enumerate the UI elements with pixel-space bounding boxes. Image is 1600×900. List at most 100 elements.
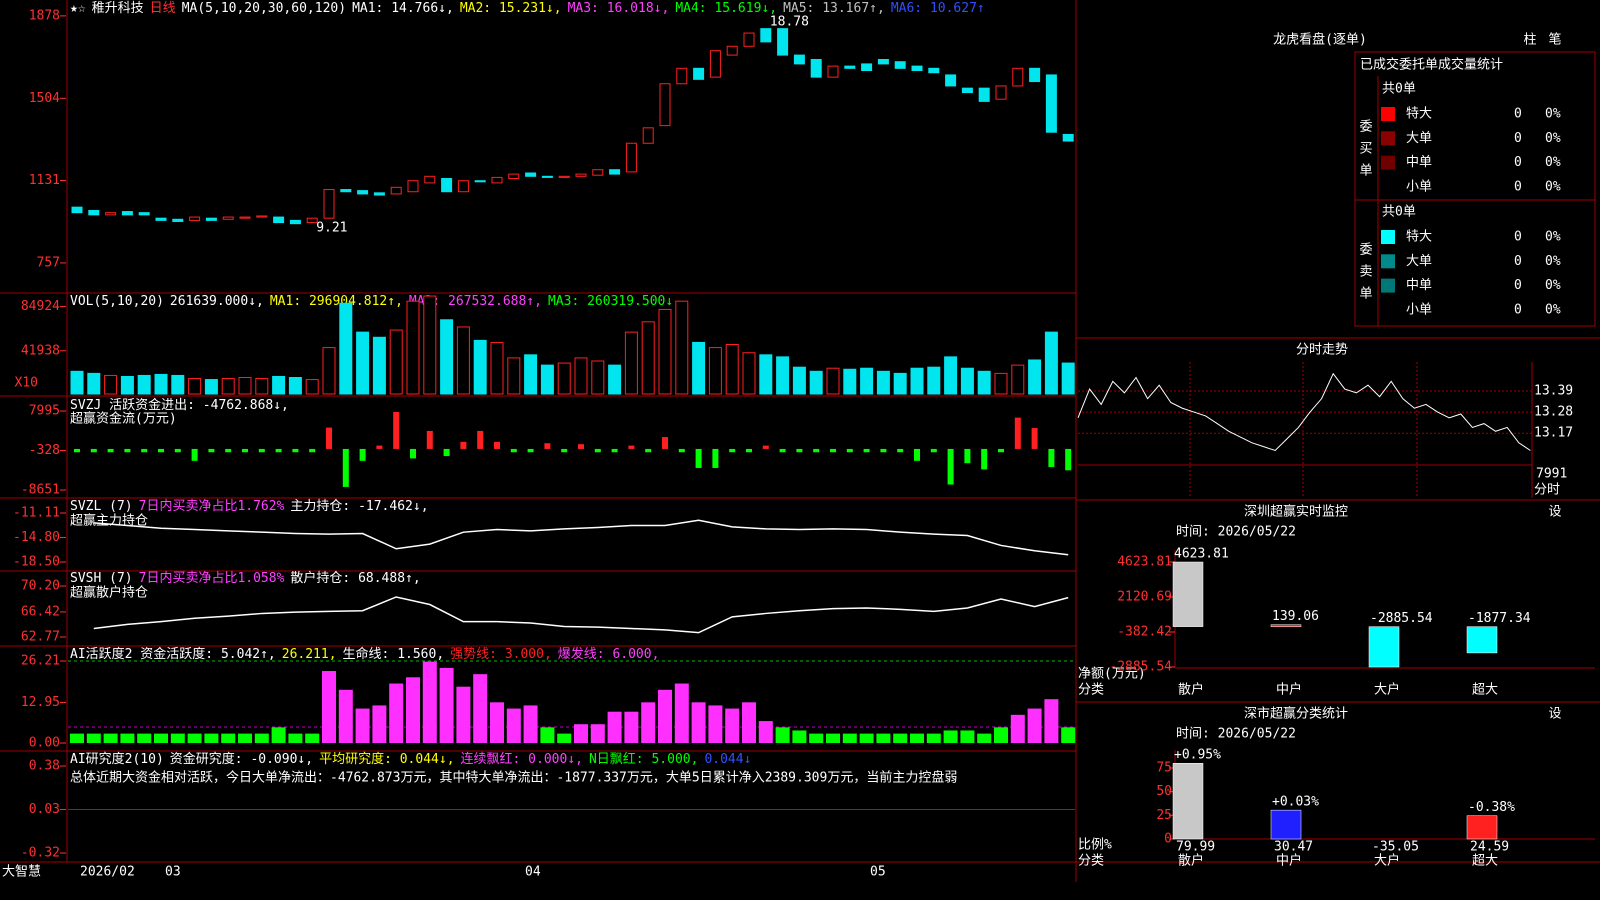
candle xyxy=(911,65,923,72)
volume-bar xyxy=(641,321,655,395)
volume-bar xyxy=(675,300,689,395)
button[interactable]: 笔 xyxy=(1548,32,1561,48)
y-tick-label: 25 xyxy=(1156,808,1172,823)
candle xyxy=(1045,74,1057,133)
active-bar xyxy=(826,733,840,743)
active-bar xyxy=(338,689,353,743)
active-bar xyxy=(725,708,740,743)
active-bar xyxy=(994,727,1008,743)
bar xyxy=(1270,624,1302,627)
active-bar xyxy=(406,677,420,743)
panel-title: 深圳超赢实时监控 xyxy=(1244,504,1348,520)
header-item: ★☆ xyxy=(70,1,86,16)
candle xyxy=(709,50,721,78)
volume-bar xyxy=(305,379,319,395)
row-pct: 0% xyxy=(1545,278,1561,293)
candle xyxy=(239,216,251,219)
swatch xyxy=(1381,302,1395,317)
candle xyxy=(592,169,604,176)
total: 共0单 xyxy=(1382,82,1416,97)
candle xyxy=(508,173,520,180)
side-label: 买 xyxy=(1359,142,1372,157)
volume-bar xyxy=(221,378,235,395)
candle xyxy=(793,54,805,65)
y-tick-label: 0 xyxy=(1164,832,1172,847)
header-item: 资金研究度: -0.090↓, xyxy=(170,751,313,767)
value-label: 4623.81 xyxy=(1174,546,1229,561)
y-tick-label: 70.20 xyxy=(21,578,60,593)
flow-bar xyxy=(762,445,769,449)
volume-bar xyxy=(490,341,504,395)
candle xyxy=(172,218,184,222)
active-bar xyxy=(1044,699,1059,743)
candle xyxy=(390,186,402,195)
active-bar xyxy=(187,733,202,743)
value-label: 24.59 xyxy=(1470,840,1509,855)
active-bar xyxy=(288,733,303,743)
volume-bar xyxy=(70,370,84,395)
volume-bar xyxy=(255,378,269,395)
active-bar xyxy=(523,705,538,743)
flow-bar xyxy=(477,430,484,449)
volume-bar xyxy=(154,373,168,395)
volume-bar xyxy=(591,360,605,395)
candle xyxy=(340,189,352,193)
intraday-line xyxy=(1077,372,1531,452)
header-item: MA6: 10.627↑ xyxy=(891,1,985,16)
panel-header: SVZJ 活跃资金进出: -4762.868↓, xyxy=(70,397,289,413)
volume-bar xyxy=(1061,362,1075,395)
flow-bar xyxy=(124,448,131,453)
candle xyxy=(609,169,621,175)
volume-bar xyxy=(524,354,538,395)
active-bar xyxy=(355,708,370,743)
flow-bar xyxy=(460,441,467,449)
flow-bar xyxy=(830,448,836,453)
active-bar xyxy=(842,733,857,743)
panel-header: AI研究度2(10) 资金研究度: -0.090↓, 平均研究度: 0.044↓, 连… xyxy=(70,751,751,767)
flow-bar xyxy=(426,430,433,449)
active-bar xyxy=(926,733,941,743)
bar xyxy=(1368,626,1400,668)
flow-bar xyxy=(964,448,971,464)
button[interactable]: 设 xyxy=(1548,505,1561,520)
side-label: 委 xyxy=(1359,120,1372,135)
y-tick-label: -18.50 xyxy=(13,555,60,570)
date-label: 05 xyxy=(870,865,886,880)
candle xyxy=(71,206,83,214)
volume-bar xyxy=(87,372,101,395)
candle xyxy=(575,173,587,177)
flow-bar xyxy=(191,448,198,461)
active-bar xyxy=(691,702,706,743)
y-tick-label: 7995 xyxy=(29,404,60,419)
volume-bar xyxy=(473,339,487,395)
header-item: AI活跃度2 资金活跃度: 5.042↑, xyxy=(70,646,276,662)
volume-bar xyxy=(944,356,958,395)
candle xyxy=(726,45,738,56)
flow-bar xyxy=(158,448,164,453)
flow-bar xyxy=(930,448,937,453)
active-bar xyxy=(977,733,992,743)
volume-bar xyxy=(893,372,907,395)
active-bar xyxy=(490,702,504,743)
volume-bar xyxy=(204,379,218,395)
candle xyxy=(155,217,167,221)
volume-bar xyxy=(742,352,756,395)
row-count: 0 xyxy=(1514,278,1522,293)
price-annotation: 18.78 xyxy=(770,15,809,30)
panel-subtitle: 超赢散户持仓 xyxy=(70,585,148,601)
button[interactable]: 设 xyxy=(1548,707,1561,722)
category: 大户 xyxy=(1374,682,1400,698)
volume-bar xyxy=(120,375,134,395)
y-tick-label: 2120.69 xyxy=(1117,589,1172,604)
candle xyxy=(407,180,419,193)
active-bar xyxy=(305,733,320,743)
active-bar xyxy=(271,727,286,743)
header-item: 主力持仓: -17.462↓, xyxy=(290,499,428,514)
header-item: 261639.000↓, xyxy=(170,294,264,309)
swatch xyxy=(1381,179,1395,194)
active-bar xyxy=(137,733,152,743)
swatch xyxy=(1381,230,1395,244)
flow-bar xyxy=(981,448,988,470)
button[interactable]: 柱 xyxy=(1523,33,1536,48)
side-label: 卖 xyxy=(1359,265,1372,280)
